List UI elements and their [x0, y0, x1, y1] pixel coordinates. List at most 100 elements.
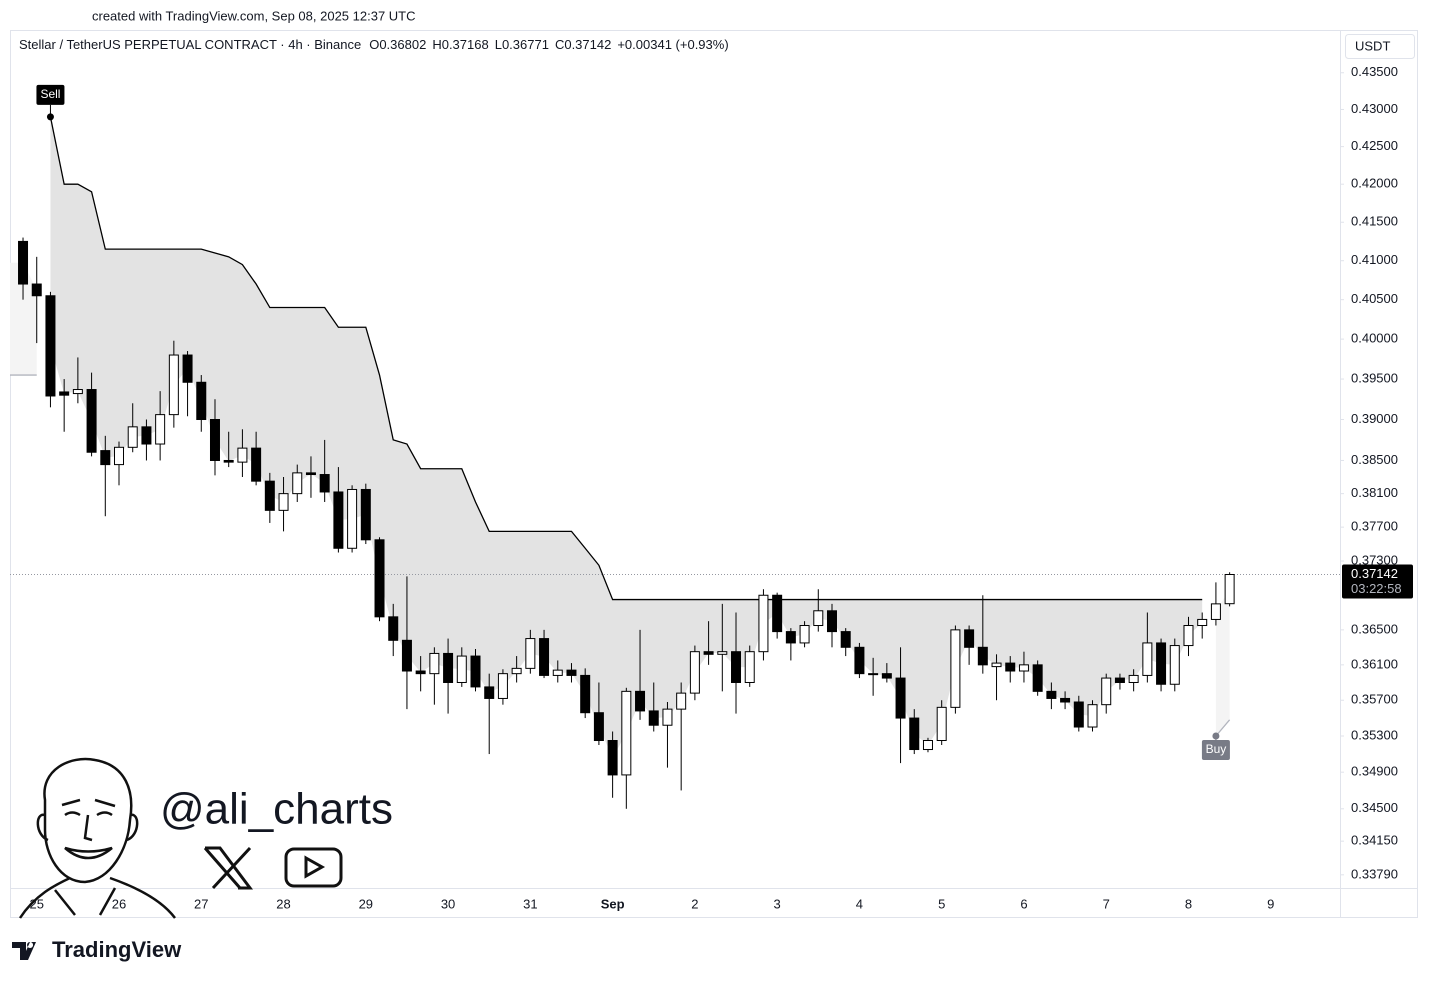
candle-body: [593, 712, 604, 742]
currency[interactable]: USDT: [1355, 38, 1390, 53]
candle-body: [388, 616, 399, 641]
candle-body: [1128, 674, 1139, 683]
countdown-label: 03:22:58: [1351, 581, 1402, 596]
candle-body: [635, 690, 646, 712]
x-tick-label: 26: [112, 896, 126, 911]
candle-body: [31, 283, 42, 297]
candle-body: [854, 646, 865, 675]
y-tick-label: 0.39000: [1351, 411, 1398, 426]
y-tick-label: 0.40500: [1351, 291, 1398, 306]
candle-body: [511, 667, 522, 675]
candle-body: [168, 354, 179, 416]
y-tick-label: 0.38500: [1351, 452, 1398, 467]
fill-layer: [10, 116, 1230, 758]
candle-body: [717, 651, 728, 655]
x-tick-label: 29: [359, 896, 373, 911]
x-tick-label: 7: [1103, 896, 1110, 911]
candle-body: [1169, 645, 1180, 685]
candle-body: [525, 638, 536, 669]
candle-body: [1142, 642, 1153, 676]
x-tick-label: 25: [30, 896, 44, 911]
currency-box[interactable]: [1345, 34, 1415, 59]
y-tick-label: 0.34500: [1351, 800, 1398, 815]
candle-body: [950, 629, 961, 708]
x-tick-label: 6: [1020, 896, 1027, 911]
candle-body: [744, 651, 755, 683]
candle-body: [1060, 697, 1071, 703]
x-tick-label: 31: [523, 896, 537, 911]
candle-body: [731, 651, 742, 683]
x-tick-label: 30: [441, 896, 455, 911]
x-tick-label: 8: [1185, 896, 1192, 911]
candle-body: [443, 652, 454, 683]
x-tick-label: 2: [691, 896, 698, 911]
trend-fill: [10, 262, 37, 376]
candle-body: [333, 491, 344, 549]
candle-body: [566, 669, 577, 676]
symbol-title: Stellar / TetherUS PERPETUAL CONTRACT · …: [19, 37, 361, 52]
candle-body: [662, 708, 673, 726]
credit: created with TradingView.com, Sep 08, 20…: [92, 8, 416, 23]
candle-body: [909, 717, 920, 751]
candle-body: [621, 690, 632, 776]
candle-body: [360, 488, 371, 541]
candle-body: [484, 686, 495, 699]
x-tick-label: 3: [774, 896, 781, 911]
candle-body: [1101, 677, 1112, 706]
candle-body: [251, 447, 262, 482]
candle-body: [1114, 677, 1125, 683]
candle-body: [114, 446, 125, 466]
candle-body: [141, 426, 152, 445]
supertrend-line: [1215, 719, 1231, 737]
x-tick-label: 5: [938, 896, 945, 911]
candle-body: [401, 639, 412, 672]
supertrend-line: [49, 116, 1203, 601]
candle-body: [648, 710, 659, 726]
candle-body: [456, 655, 467, 683]
signal-label: Buy: [1206, 742, 1227, 756]
candle-body: [72, 389, 83, 395]
y-tick-label: 0.34900: [1351, 764, 1398, 779]
candle-body: [429, 652, 440, 675]
brand: TradingView: [52, 937, 182, 962]
x-tick-label: 27: [194, 896, 208, 911]
candle-body: [278, 493, 289, 511]
candle-body: [703, 651, 714, 655]
social-icons: [203, 846, 343, 890]
signal-label: Sell: [40, 87, 60, 101]
candle-body: [319, 474, 330, 493]
legend-close: C0.37142: [555, 37, 611, 52]
candle-body: [607, 740, 618, 776]
avatar: [18, 757, 176, 919]
candle-body: [991, 662, 1002, 668]
y-tick-label: 0.36100: [1351, 656, 1398, 671]
candle-body: [785, 631, 796, 644]
candle-body: [59, 391, 70, 396]
x-tick-label: Sep: [601, 896, 625, 911]
y-tick-label: 0.37300: [1351, 552, 1398, 567]
candle-body: [758, 594, 769, 653]
y-tick-label: 0.40000: [1351, 331, 1398, 346]
y-tick-label: 0.42000: [1351, 176, 1398, 191]
candle-body: [470, 655, 481, 688]
candle-body: [196, 381, 207, 421]
legend-low: L0.36771: [495, 37, 549, 52]
legend: Stellar / TetherUS PERPETUAL CONTRACT · …: [19, 37, 729, 52]
legend-change: +0.00341 (+0.93%): [617, 37, 728, 52]
trend-fill: [1215, 589, 1230, 737]
candle-body: [1073, 701, 1084, 728]
y-tick-label: 0.33790: [1351, 866, 1398, 881]
candle-body: [45, 295, 56, 397]
y-tick-label: 0.41000: [1351, 252, 1398, 267]
candle-body: [936, 706, 947, 742]
candle-body: [868, 673, 879, 676]
y-tick-label: 0.41500: [1351, 214, 1398, 229]
candle-body: [1046, 690, 1057, 699]
candle-body: [1183, 625, 1194, 647]
candle-body: [977, 646, 988, 666]
candle-body: [264, 480, 275, 511]
trend-fill: [50, 116, 1203, 758]
candle-body: [86, 389, 97, 453]
candle-body: [1224, 573, 1235, 605]
